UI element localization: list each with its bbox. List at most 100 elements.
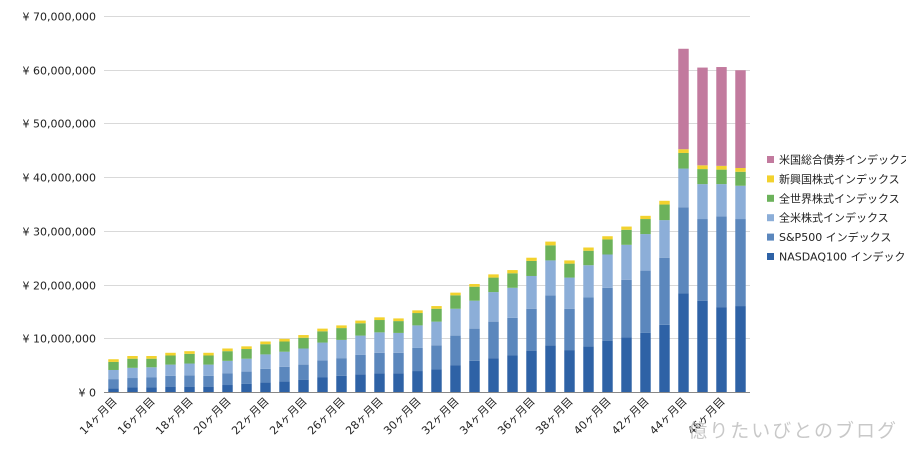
bar-segment xyxy=(545,295,556,346)
bar-segment xyxy=(393,352,404,374)
bar-segment xyxy=(279,338,290,342)
bar-segment xyxy=(260,354,271,369)
legend-label: S&P500 インデックス xyxy=(779,230,891,244)
bar-segment xyxy=(146,387,157,392)
bar-segment xyxy=(488,292,499,322)
bar-segment xyxy=(203,386,214,392)
bar-segment xyxy=(450,308,461,336)
bar-segment xyxy=(678,293,689,392)
bar-segment xyxy=(127,367,138,379)
bar-segment xyxy=(222,385,233,392)
x-tick-label: 34ヶ月目 xyxy=(457,395,499,437)
bar-segment xyxy=(526,260,537,276)
y-tick-label: ¥ 50,000,000 xyxy=(23,118,96,131)
x-tick-label: 24ヶ月目 xyxy=(267,395,309,437)
bar-segment xyxy=(241,371,252,384)
bar-segment xyxy=(260,344,271,355)
bar-segment xyxy=(602,254,613,288)
bar-segment xyxy=(678,207,689,294)
bar-segment xyxy=(488,277,499,293)
bar-segment xyxy=(317,331,328,343)
watermark-text: 億りたいびとのブログ xyxy=(688,420,898,442)
bar-segment xyxy=(564,308,575,351)
bar-segment xyxy=(317,360,328,378)
y-tick-label: ¥ 10,000,000 xyxy=(23,333,96,346)
bar-segment xyxy=(564,350,575,392)
bar-segment xyxy=(469,360,480,392)
legend-label: 新興国株式インデックス xyxy=(779,172,900,186)
bar-segment xyxy=(298,379,309,392)
bar-segment xyxy=(545,245,556,261)
bar-segment xyxy=(621,244,632,280)
bar-segment xyxy=(716,184,727,217)
bar-segment xyxy=(241,346,252,350)
bar-segment xyxy=(165,352,176,356)
bar-segment xyxy=(241,383,252,392)
bar-segment xyxy=(355,374,366,392)
bar-segment xyxy=(146,367,157,378)
bar-segment xyxy=(127,358,138,368)
bar-segment xyxy=(621,226,632,230)
bar-segment xyxy=(393,318,404,322)
bar-segment xyxy=(678,152,689,169)
bar-segment xyxy=(659,204,670,221)
bar-segment xyxy=(602,239,613,255)
bar-segment xyxy=(640,332,651,392)
x-tick-label: 14ヶ月目 xyxy=(77,395,119,437)
bar-segment xyxy=(241,358,252,372)
bar-segment xyxy=(526,257,537,261)
bar-segment xyxy=(659,257,670,325)
bar-segment xyxy=(108,379,119,389)
bar-segment xyxy=(184,353,195,364)
bar-segment xyxy=(393,373,404,392)
bar-segment xyxy=(583,297,594,347)
bar-segment xyxy=(716,165,727,170)
bar-segment xyxy=(146,358,157,368)
bar-segment xyxy=(298,335,309,338)
bar-segment xyxy=(298,337,309,349)
bar-segment xyxy=(697,67,708,166)
y-tick-label: ¥ 40,000,000 xyxy=(23,172,96,185)
bar-segment xyxy=(583,250,594,266)
bar-segment xyxy=(241,349,252,359)
legend-label: NASDAQ100 インデックス xyxy=(779,250,906,264)
bar-segment xyxy=(374,317,385,321)
bar-segment xyxy=(374,352,385,374)
bar-segment xyxy=(260,382,271,392)
x-tick-label: 16ヶ月目 xyxy=(115,395,157,437)
bar-segment xyxy=(640,234,651,271)
bar-segment xyxy=(507,270,518,274)
x-tick-label: 30ヶ月目 xyxy=(381,395,423,437)
bar-segment xyxy=(545,241,556,246)
bar-segment xyxy=(602,236,613,240)
bar-segment xyxy=(165,386,176,392)
bar-segment xyxy=(222,348,233,352)
x-tick-label: 28ヶ月目 xyxy=(343,395,385,437)
bar-segment xyxy=(184,363,195,376)
bar-segment xyxy=(697,184,708,220)
bars xyxy=(108,48,746,392)
bar-segment xyxy=(393,321,404,333)
bar-segment xyxy=(507,317,518,356)
bar-segment xyxy=(621,337,632,392)
bar-segment xyxy=(203,364,214,376)
bar-segment xyxy=(317,328,328,332)
legend-swatch xyxy=(767,253,774,260)
y-tick-label: ¥ 30,000,000 xyxy=(23,226,96,239)
bar-segment xyxy=(431,369,442,392)
x-tick-label: 40ヶ月目 xyxy=(571,395,613,437)
bar-segment xyxy=(298,364,309,380)
x-axis-ticks: 14ヶ月目16ヶ月目18ヶ月目20ヶ月目22ヶ月目24ヶ月目26ヶ月目28ヶ月目… xyxy=(77,395,727,437)
legend-swatch xyxy=(767,156,774,163)
y-tick-label: ¥ 20,000,000 xyxy=(23,280,96,293)
bar-segment xyxy=(317,342,328,361)
bar-segment xyxy=(640,215,651,220)
bar-segment xyxy=(374,332,385,353)
bar-segment xyxy=(678,168,689,208)
x-tick-label: 42ヶ月目 xyxy=(609,395,651,437)
x-tick-label: 22ヶ月目 xyxy=(229,395,271,437)
bar-segment xyxy=(222,351,233,361)
legend-swatch xyxy=(767,214,774,222)
bar-segment xyxy=(108,359,119,362)
